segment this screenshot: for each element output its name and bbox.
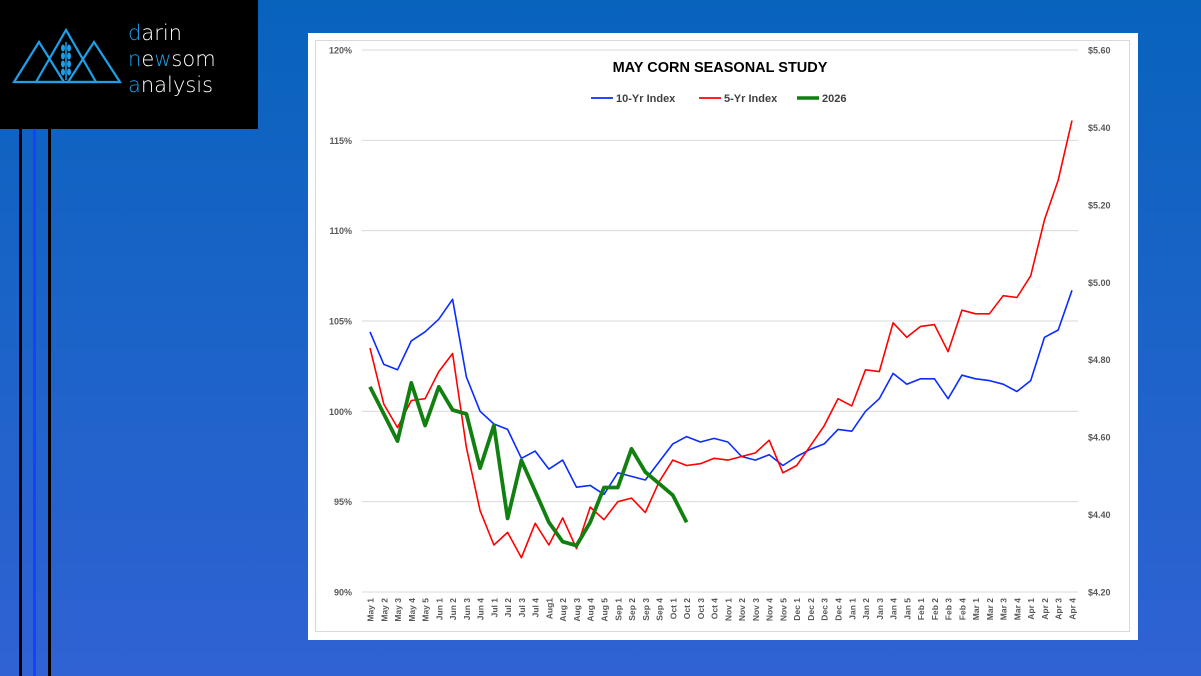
decorative-line [19, 129, 22, 676]
x-tick-label: Aug1 [544, 598, 554, 620]
x-tick-label: Jul 4 [531, 598, 541, 618]
y-right-tick-label: $4.20 [1088, 588, 1111, 598]
logo-text-analysis: nalysis [140, 73, 214, 97]
y-right-tick-label: $4.60 [1088, 433, 1111, 443]
x-tick-label: May 4 [407, 598, 417, 622]
y-left-tick-label: 100% [329, 407, 352, 417]
y-right-tick-label: $4.40 [1088, 510, 1111, 520]
logo-text-darin: arin [141, 21, 182, 45]
x-tick-label: Apr 2 [1040, 598, 1050, 620]
x-tick-label: Nov 3 [751, 598, 761, 621]
logo-letter: d [128, 21, 142, 45]
x-tick-label: Jun 1 [434, 598, 444, 620]
x-tick-label: Jun 3 [462, 598, 472, 620]
x-tick-label: Jul 2 [503, 598, 513, 618]
x-tick-label: Nov 2 [737, 598, 747, 621]
x-tick-label: Sep 4 [655, 598, 665, 621]
x-tick-label: Jun 2 [448, 598, 458, 620]
y-right-tick-label: $5.40 [1088, 123, 1111, 133]
x-tick-label: Nov 1 [723, 598, 733, 621]
y-right-tick-label: $4.80 [1088, 355, 1111, 365]
x-tick-label: Oct 3 [696, 598, 706, 620]
x-tick-label: Jan 1 [847, 598, 857, 620]
x-tick-label: Feb 2 [930, 598, 940, 620]
x-tick-label: Dec 4 [834, 598, 844, 621]
legend-label: 10-Yr Index [616, 93, 676, 105]
x-tick-label: May 3 [393, 598, 403, 622]
y-right-tick-label: $5.20 [1088, 200, 1111, 210]
legend-label: 2026 [822, 93, 846, 105]
x-tick-label: Sep 1 [613, 598, 623, 621]
x-tick-label: Jan 3 [875, 598, 885, 620]
x-tick-label: May 1 [366, 598, 376, 622]
x-tick-label: Feb 3 [944, 598, 954, 620]
x-tick-label: Aug 4 [586, 598, 596, 622]
x-tick-label: Jan 5 [902, 598, 912, 620]
x-tick-label: Aug 3 [572, 598, 582, 622]
y-right-tick-label: $5.00 [1088, 278, 1111, 288]
logo-letter: n [128, 47, 142, 71]
logo-wordmark: darin newsom analysis [128, 20, 216, 98]
x-tick-label: Apr 1 [1026, 598, 1036, 620]
y-left-tick-label: 90% [334, 588, 352, 598]
x-tick-label: Mar 4 [1012, 598, 1022, 620]
x-tick-label: Feb 4 [957, 598, 967, 620]
x-tick-label: Nov 5 [778, 598, 788, 621]
y-left-tick-label: 105% [329, 317, 352, 327]
x-tick-label: Mar 3 [999, 598, 1009, 620]
logo-letter: a [128, 73, 141, 97]
x-tick-label: Jan 2 [861, 598, 871, 620]
chart-panel [308, 33, 1138, 640]
decorative-line [48, 129, 51, 676]
series-line-5-yr-index [369, 120, 1073, 559]
x-tick-label: Jan 4 [889, 598, 899, 620]
x-tick-label: Aug 5 [600, 598, 610, 622]
logo-letter: w [154, 47, 172, 71]
y-left-tick-label: 95% [334, 497, 352, 507]
x-tick-label: Jul 1 [489, 598, 499, 618]
x-tick-label: Nov 4 [765, 598, 775, 621]
logo-text: e [141, 47, 155, 71]
series-line-10-yr-index [369, 290, 1073, 496]
y-right-tick-label: $5.60 [1088, 46, 1111, 56]
y-left-tick-label: 120% [329, 46, 352, 56]
chart-border [315, 40, 1130, 632]
mountain-wheat-logo-icon [12, 27, 123, 84]
x-tick-label: Sep 3 [641, 598, 651, 621]
decorative-line [33, 129, 36, 676]
series-line-2026 [368, 380, 689, 548]
x-tick-label: Aug 2 [558, 598, 568, 622]
logo-text: som [171, 47, 216, 71]
x-tick-label: Oct 4 [710, 598, 720, 620]
x-tick-label: Apr 4 [1068, 598, 1078, 620]
x-tick-label: May 5 [421, 598, 431, 622]
x-tick-label: Oct 2 [682, 598, 692, 620]
x-tick-label: Mar 2 [985, 598, 995, 620]
x-tick-label: Apr 3 [1054, 598, 1064, 620]
x-tick-label: Dec 3 [820, 598, 830, 621]
x-tick-label: Jun 4 [476, 598, 486, 620]
x-tick-label: Dec 2 [806, 598, 816, 621]
chart-title: MAY CORN SEASONAL STUDY [613, 60, 828, 76]
x-tick-label: Sep 2 [627, 598, 637, 621]
x-tick-label: Mar 1 [971, 598, 981, 620]
x-tick-label: Jul 3 [517, 598, 527, 618]
y-left-tick-label: 110% [329, 226, 352, 236]
x-tick-label: May 2 [379, 598, 389, 622]
y-left-tick-label: 115% [329, 136, 352, 146]
legend-label: 5-Yr Index [724, 93, 778, 105]
logo: darin newsom analysis [0, 0, 258, 129]
x-tick-label: Oct 1 [668, 598, 678, 620]
x-tick-label: Feb 1 [916, 598, 926, 620]
x-tick-label: Dec 1 [792, 598, 802, 621]
